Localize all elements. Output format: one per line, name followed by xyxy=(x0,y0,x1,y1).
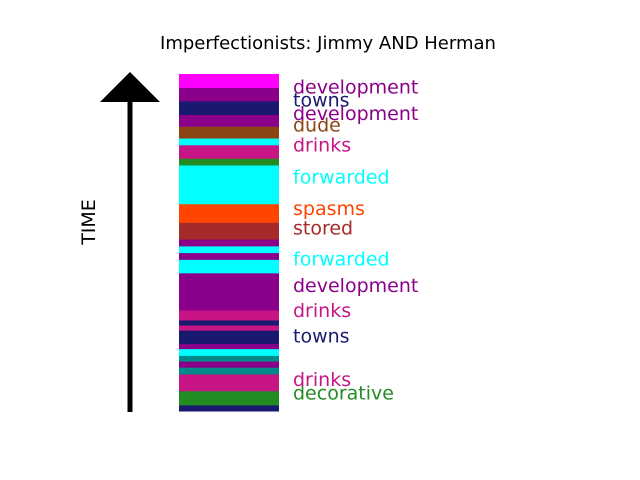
timeline-segment xyxy=(179,100,279,115)
timeline-segment xyxy=(179,114,279,127)
timeline-segment xyxy=(179,373,279,392)
timeline-segment xyxy=(179,355,279,362)
timeline-segment xyxy=(179,390,279,406)
timeline-segment xyxy=(179,245,279,254)
segment-label: development xyxy=(293,77,418,99)
chart-title: Imperfectionists: Jimmy AND Herman xyxy=(160,33,496,54)
timeline-segment xyxy=(179,87,279,102)
timeline-segment xyxy=(179,74,279,88)
timeline-segment xyxy=(179,272,279,301)
timeline-segment xyxy=(179,404,279,412)
segment-label: development xyxy=(293,103,418,125)
time-arrow-head xyxy=(100,72,160,102)
timeline-segment xyxy=(179,348,279,356)
timeline-segment xyxy=(179,144,279,159)
segment-label: towns xyxy=(293,325,350,347)
timeline-segment xyxy=(179,239,279,247)
timeline-segment xyxy=(179,330,279,345)
segment-label: drinks xyxy=(293,300,351,322)
timeline-bar xyxy=(179,74,279,412)
segment-label: stored xyxy=(293,218,353,240)
segment-label: drinks xyxy=(293,135,351,157)
timeline-segment xyxy=(179,138,279,146)
timeline-segment xyxy=(179,325,279,331)
segment-label: decorative xyxy=(293,383,394,405)
segment-label: spasms xyxy=(293,198,365,220)
segment-label: drinks xyxy=(293,369,351,391)
timeline-segment xyxy=(179,299,279,311)
segment-label: forwarded xyxy=(293,249,390,271)
timeline-segment xyxy=(179,361,279,368)
timeline-segment xyxy=(179,259,279,274)
timeline-segment xyxy=(179,158,279,166)
timeline-segment xyxy=(179,203,279,223)
timeline-segment xyxy=(179,343,279,350)
timeline-segment xyxy=(179,222,279,240)
segment-label: forwarded xyxy=(293,166,390,188)
timeline-segment xyxy=(179,309,279,321)
timeline-segment xyxy=(179,367,279,375)
timeline-segment xyxy=(179,126,279,139)
timeline-segment xyxy=(179,252,279,260)
segment-label: development xyxy=(293,275,418,297)
segment-label: towns xyxy=(293,89,350,111)
segment-label: dude xyxy=(293,114,341,136)
timeline-segment xyxy=(179,320,279,326)
timeline-segment xyxy=(179,164,279,205)
segment-labels: decorativedrinkstownsdrinksdevelopmentfo… xyxy=(293,77,418,405)
y-axis-label: TIME xyxy=(78,199,100,246)
